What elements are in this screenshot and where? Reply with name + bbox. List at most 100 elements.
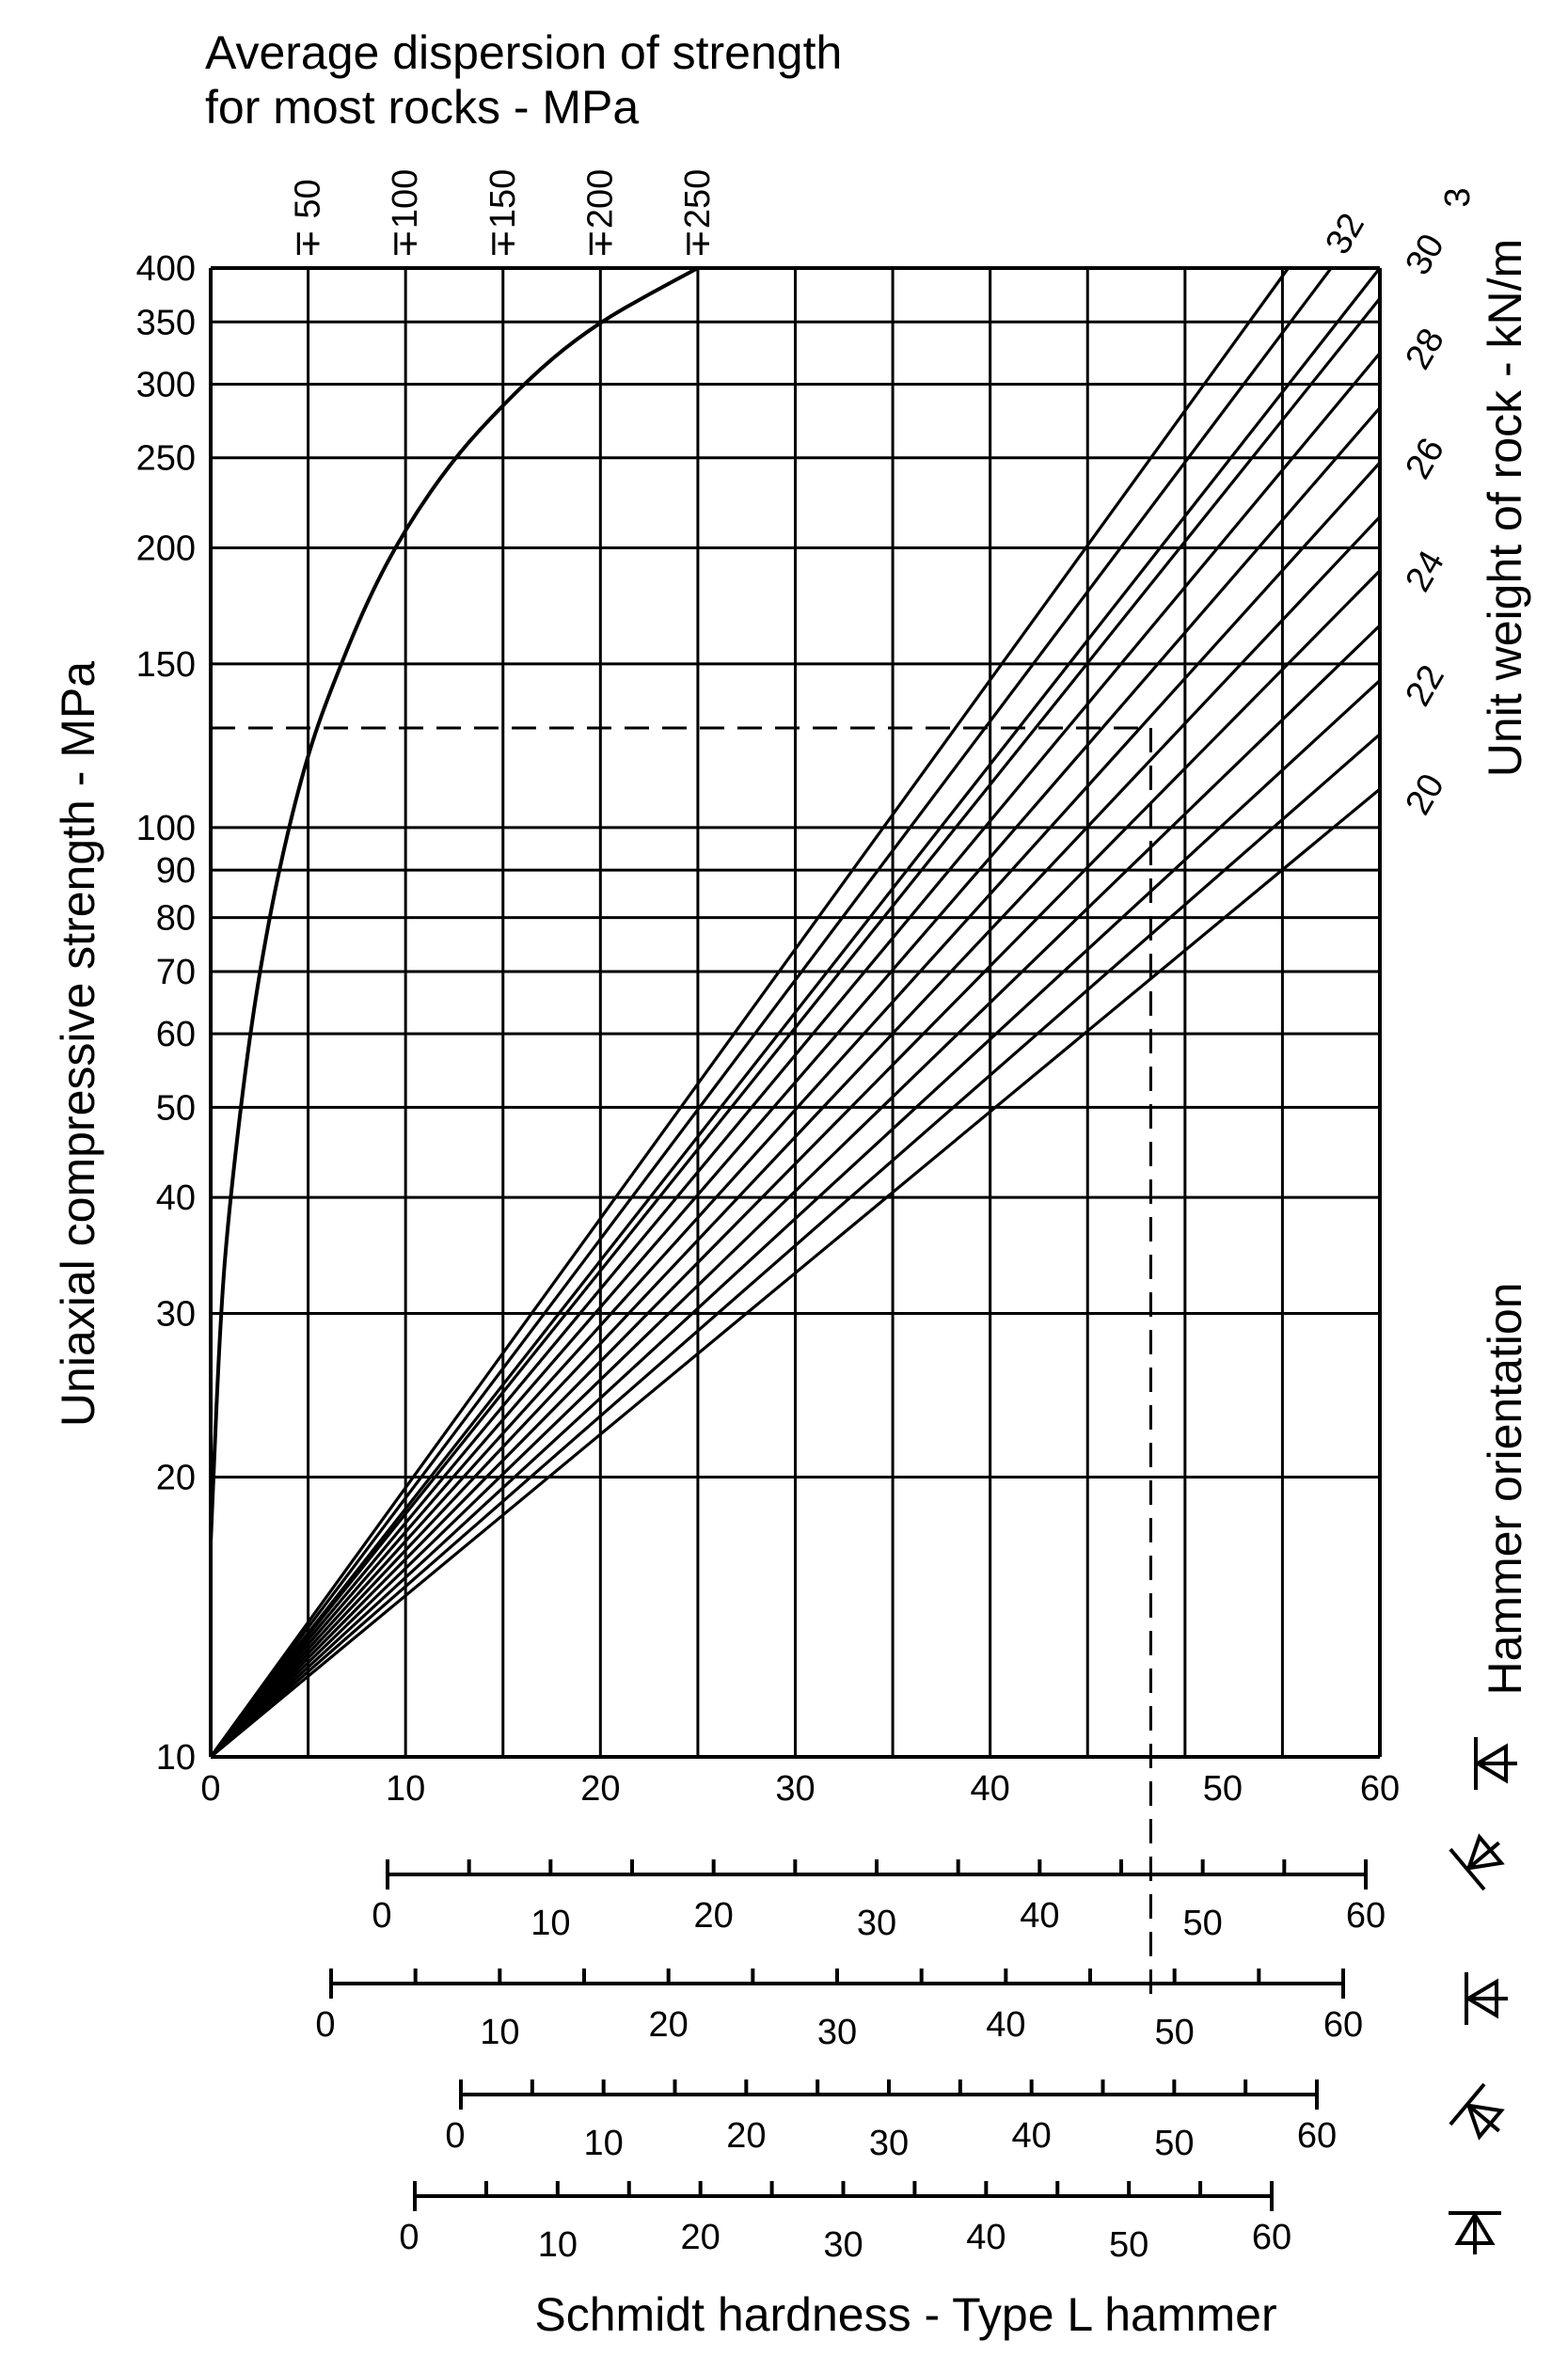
- unit-weight-label: 20: [1398, 767, 1452, 822]
- unit-weight-line: [209, 461, 1382, 1759]
- x-tick-label: 20: [580, 1769, 620, 1809]
- y-tick-label: 350: [136, 303, 196, 342]
- hammer-stem: [1468, 1841, 1500, 1869]
- hammer-stem: [1468, 2105, 1500, 2133]
- unit-weight-axis-label: Unit weight of rock - kN/m: [1479, 239, 1531, 777]
- hammer-head: [1474, 1743, 1508, 1784]
- y-tick-label: 20: [156, 1459, 196, 1498]
- dispersion-label: ∓200: [580, 169, 620, 259]
- y-tick-label: 30: [156, 1295, 196, 1335]
- y-tick-label: 400: [136, 249, 196, 289]
- scale-tick-label: 0: [445, 2116, 465, 2156]
- unit-weight-line: [209, 679, 1382, 1759]
- unit-weight-line: [209, 267, 1333, 1758]
- hammer-head: [1454, 2211, 1496, 2245]
- unit-weight-superscript: 3: [1438, 187, 1478, 207]
- hammer-bar: [1449, 1847, 1486, 1891]
- scale-tick-label: 0: [372, 1896, 391, 1936]
- y-axis-label: Uniaxial compressive strength - MPa: [52, 661, 104, 1427]
- scale-tick-label: 60: [1252, 2218, 1291, 2257]
- unit-weight-label: 26: [1398, 432, 1452, 486]
- unit-weight-line: [209, 733, 1382, 1759]
- scale-tick-label: 50: [1155, 2013, 1195, 2052]
- scale-tick-label: 20: [649, 2005, 689, 2045]
- hammer-icon-horizontal-main: [1474, 1737, 1517, 1790]
- unit-weight-label: 22: [1398, 658, 1452, 713]
- x-tick-label: 10: [386, 1769, 425, 1809]
- dispersion-label: ∓100: [386, 169, 425, 259]
- scale-tick-label: 0: [399, 2218, 419, 2257]
- unit-weight-label: 24: [1398, 545, 1452, 599]
- hammer-icon-downward: [1449, 2211, 1501, 2254]
- scale-tick-label: 20: [681, 2218, 721, 2257]
- x-tick-label: 40: [971, 1769, 1010, 1809]
- y-tick-label: 100: [136, 809, 196, 848]
- unit-weight-line: [209, 297, 1382, 1759]
- example-reading: [211, 726, 1152, 1994]
- y-tick-label: 40: [156, 1178, 196, 1218]
- hammer-scales: 0 10 20 30 40 50 600 10 20 30 40 50 600 10 20 30 40 50 600…: [315, 1859, 1386, 2265]
- dispersion-label: ∓ 50: [289, 179, 328, 259]
- x-tick-label: 0: [200, 1769, 220, 1809]
- y-tick-label: 300: [136, 365, 196, 404]
- scale-tick-label: 60: [1346, 1896, 1386, 1936]
- unit-weight-line: [209, 352, 1382, 1759]
- hammer-icon-horizontal: [1465, 1972, 1508, 2025]
- scale-tick-label: 20: [694, 1896, 734, 1936]
- y-tick-label: 90: [156, 851, 196, 891]
- dispersion-curve: [209, 266, 699, 1543]
- unit-weight-line: [209, 624, 1382, 1759]
- hammer-icon-downward-angled: [1449, 2082, 1505, 2141]
- unit-weight-line: [209, 569, 1382, 1759]
- scale-tick-label: 60: [1297, 2116, 1337, 2156]
- dispersion-curve-path: [209, 266, 699, 1543]
- unit-weight-lines: [209, 267, 1382, 1759]
- scale-tick-label: 30: [823, 2225, 863, 2265]
- hammer-scale-upward-angled: 0 10 20 30 40 50 60: [372, 1859, 1386, 1943]
- scale-tick-label: 40: [966, 2218, 1006, 2257]
- scale-tick-label: 10: [538, 2225, 578, 2265]
- scale-tick-label: 40: [1020, 1896, 1059, 1936]
- y-tick-label: 60: [156, 1015, 196, 1054]
- scale-tick-label: 50: [1183, 1904, 1223, 1943]
- hammer-scale-downward-angled: 0 10 20 30 40 50 60: [445, 2079, 1337, 2163]
- scale-tick-label: 40: [986, 2005, 1025, 2045]
- unit-weight-line: [209, 787, 1382, 1759]
- y-tick-label: 150: [136, 645, 196, 685]
- hammer-icon-upward-angled: [1449, 1833, 1505, 1891]
- scale-tick-label: 60: [1323, 2005, 1363, 2045]
- unit-weight-label: 32: [1318, 207, 1372, 261]
- unit-weight-line: [209, 267, 1382, 1758]
- scale-tick-label: 10: [480, 2013, 519, 2052]
- scale-tick-label: 30: [817, 2013, 857, 2052]
- scale-tick-label: 30: [869, 2124, 909, 2163]
- chart-title-line-2: for most rocks - MPa: [205, 81, 639, 134]
- grid: [209, 266, 1382, 1759]
- scale-tick-label: 20: [726, 2116, 766, 2156]
- y-tick-label: 10: [156, 1738, 196, 1778]
- x-tick-label: 50: [1203, 1769, 1243, 1809]
- scale-tick-label: 50: [1109, 2225, 1148, 2265]
- x-tick-label: 30: [775, 1769, 815, 1809]
- unit-weight-line: [209, 406, 1382, 1759]
- hammer-head: [1465, 2103, 1505, 2141]
- scale-tick-label: 10: [584, 2124, 624, 2163]
- scale-tick-label: 40: [1012, 2116, 1052, 2156]
- unit-weight-label: 28: [1398, 322, 1452, 376]
- y-tick-label: 50: [156, 1088, 196, 1128]
- y-tick-label: 80: [156, 899, 196, 939]
- y-tick-label: 70: [156, 953, 196, 992]
- hammer-orientation-icons: [1449, 1737, 1517, 2254]
- hammer-head: [1465, 1978, 1498, 2019]
- unit-weight-line: [209, 515, 1382, 1759]
- scale-tick-label: 50: [1154, 2124, 1194, 2163]
- hammer-head: [1465, 1833, 1505, 1871]
- scale-tick-label: 0: [315, 2005, 335, 2045]
- hammer-scale-downward: 0 10 20 30 40 50 60: [399, 2181, 1291, 2265]
- scale-tick-label: 10: [531, 1904, 570, 1943]
- unit-weight-line: [209, 267, 1290, 1758]
- y-tick-label: 200: [136, 529, 196, 568]
- chart-title-line-1: Average dispersion of strength: [205, 26, 842, 79]
- scale-tick-label: 30: [857, 1904, 896, 1943]
